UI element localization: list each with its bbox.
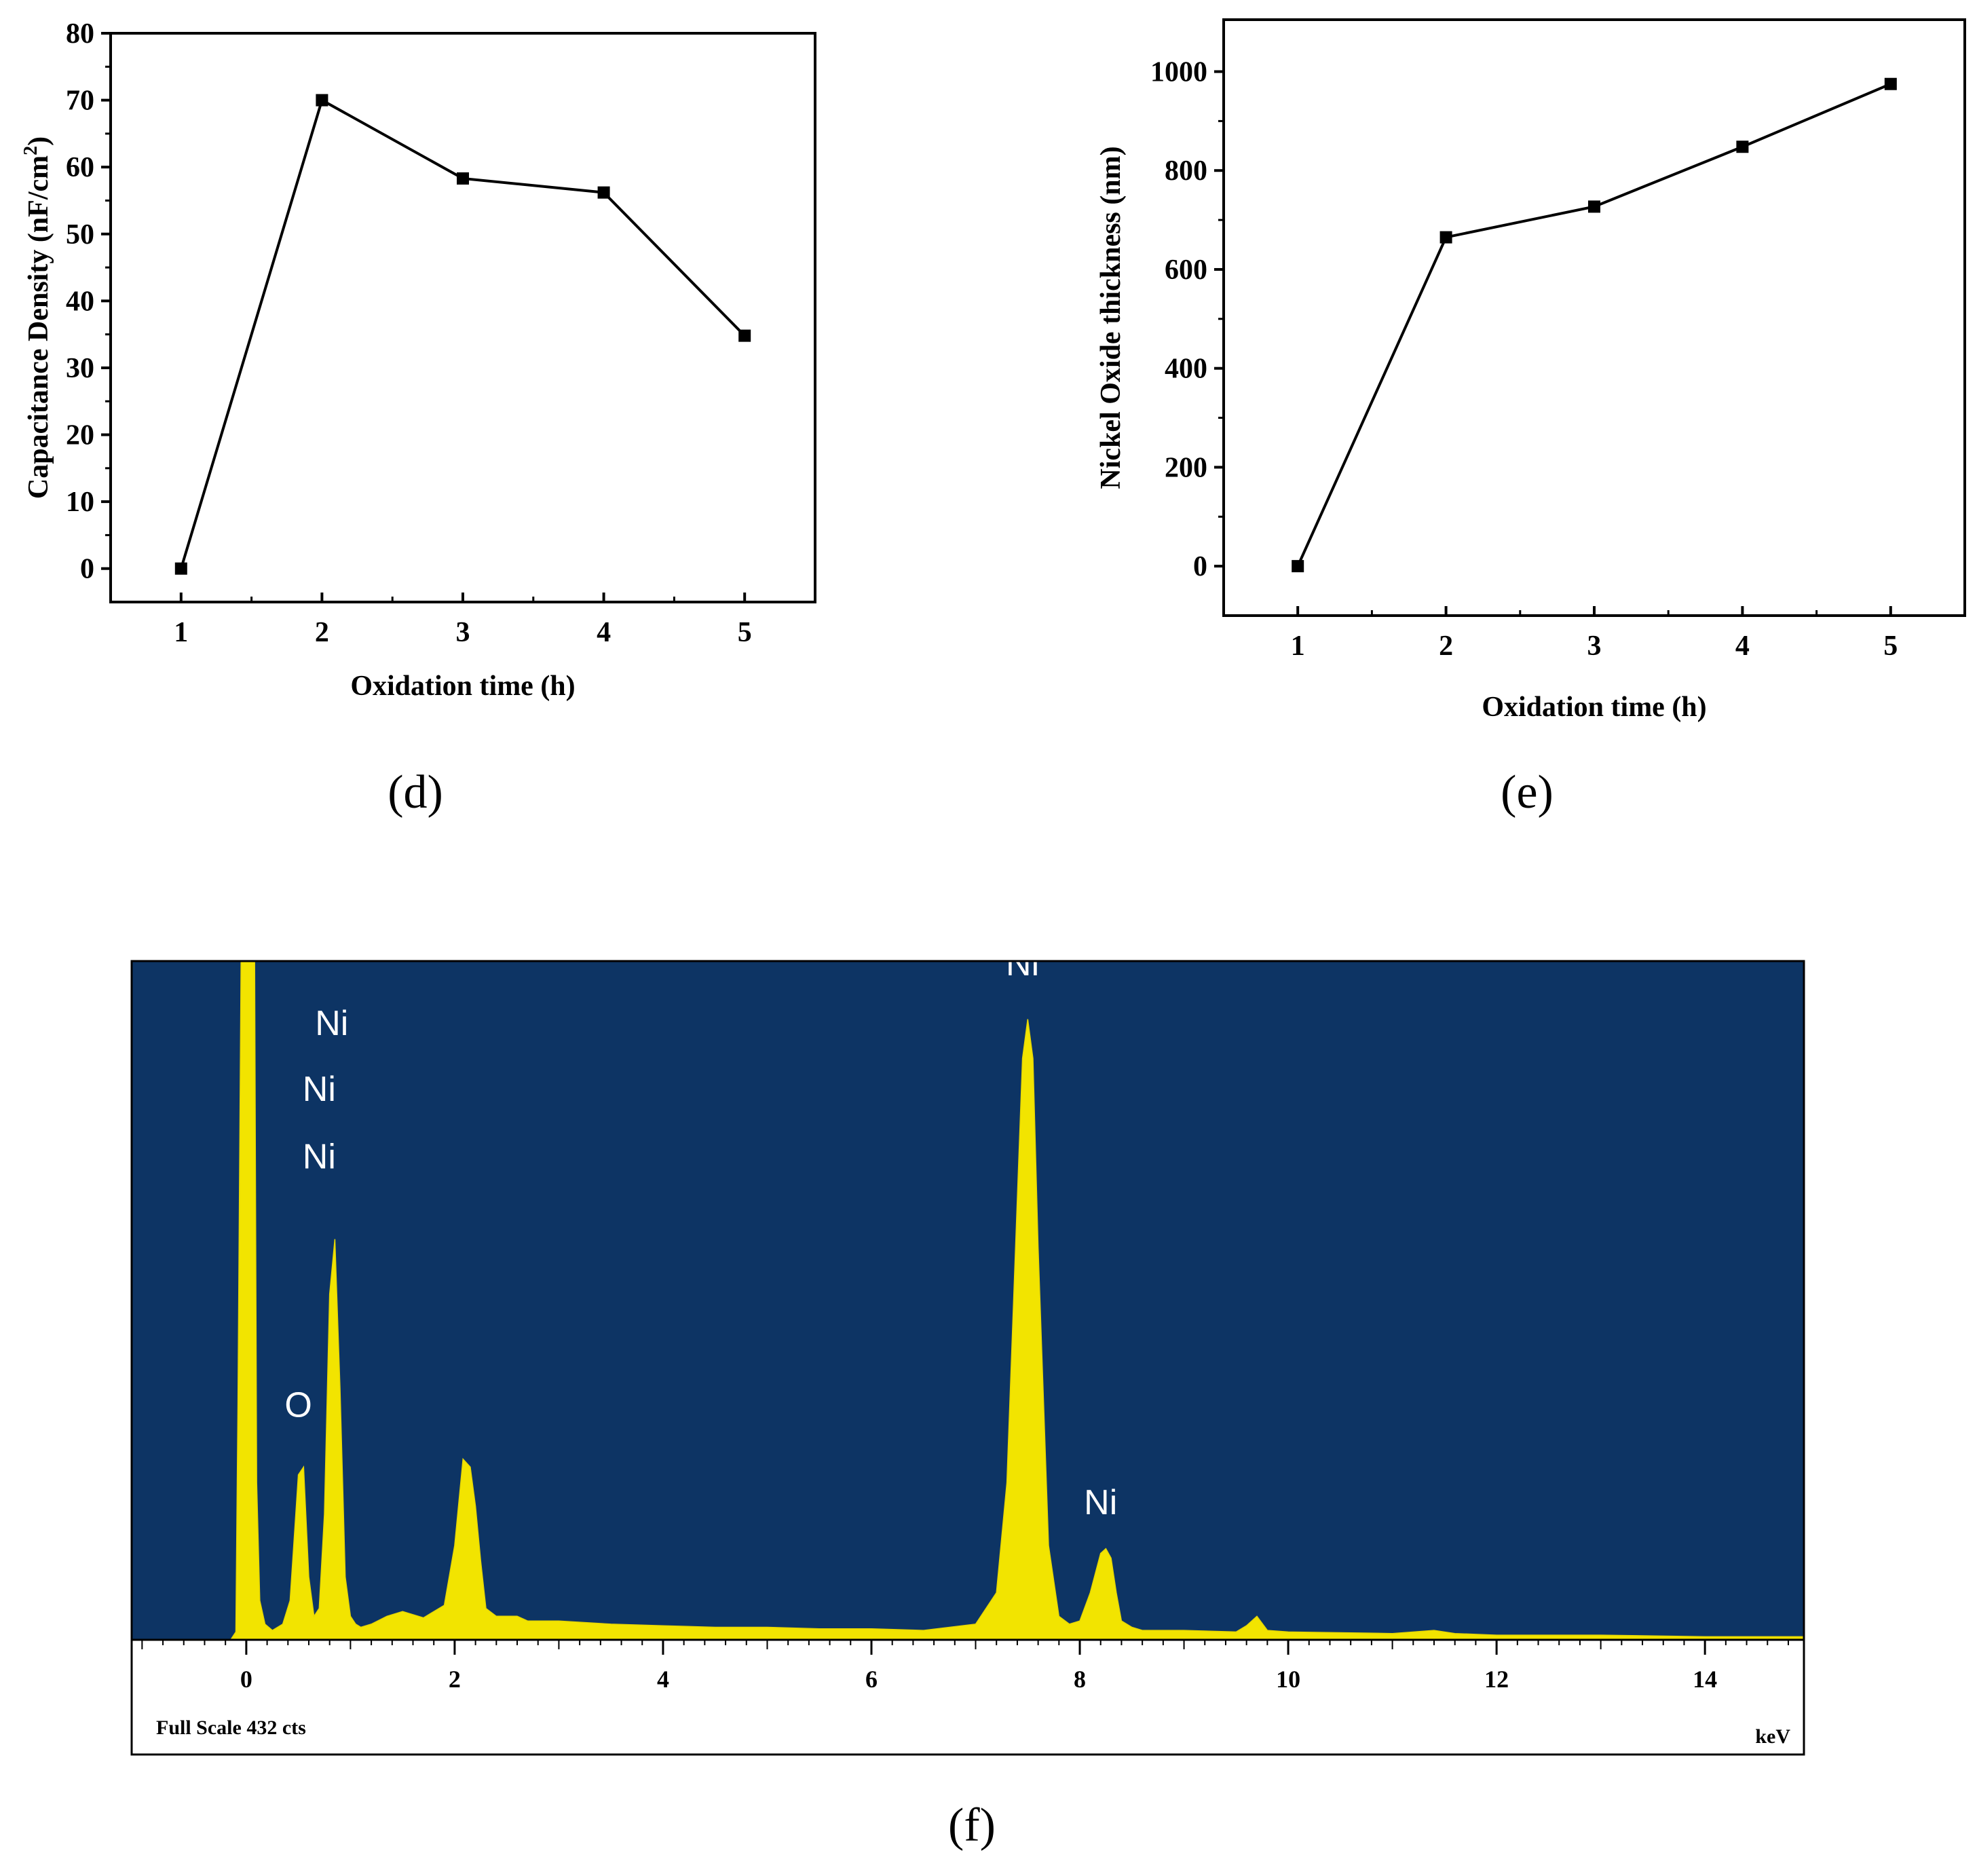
plot-frame-d [109, 32, 816, 603]
peak-label: Ni [1084, 1483, 1117, 1522]
peak-label: Ni [303, 1138, 336, 1177]
peak-label: Ni [303, 1070, 336, 1109]
data-point-d [457, 172, 469, 185]
eds-plot-background [132, 961, 1804, 1640]
x-tick-label-d: 4 [597, 617, 611, 648]
data-point-e [1884, 77, 1897, 90]
data-point-e [1439, 231, 1452, 244]
y-tick-label-d: 40 [66, 286, 94, 317]
y-tick-label-e: 800 [1165, 155, 1207, 187]
x-tick-label-f: 4 [657, 1666, 669, 1693]
x-tick-label-e: 2 [1439, 631, 1453, 662]
y-tick-label-d: 10 [66, 487, 94, 518]
y-tick-label-d: 30 [66, 353, 94, 384]
y-tick-label-d: 50 [66, 219, 94, 250]
x-tick-label-d: 2 [315, 617, 329, 648]
tick-group-f: 0 2 4 6 8 10 12 14 [141, 1640, 1789, 1693]
x-tick-label-f: 8 [1074, 1666, 1086, 1693]
eds-frame [130, 960, 1805, 1756]
x-tick-label-e: 5 [1883, 631, 1898, 662]
y-tick-label-d: 70 [66, 86, 94, 117]
data-point-d [597, 186, 610, 199]
x-axis-label-e: Oxidation time (h) [1482, 692, 1706, 723]
series-e [1292, 77, 1897, 573]
data-point-d [174, 562, 187, 575]
y-tick-label-e: 400 [1165, 354, 1207, 385]
plot-frame-e [1222, 18, 1966, 617]
x-tick-label-d: 3 [456, 617, 470, 648]
data-point-e [1736, 140, 1749, 153]
x-tick-label-f: 12 [1484, 1666, 1509, 1693]
tick-group-e: 1 2 3 4 5 0 200 400 600 800 1000 [1150, 57, 1898, 662]
y-tick-label-e: 1000 [1150, 57, 1207, 88]
data-point-e [1588, 200, 1600, 213]
eds-spectrum-area [214, 960, 1805, 1640]
x-tick-label-f: 2 [449, 1666, 461, 1693]
y-tick-label-e: 0 [1193, 551, 1207, 582]
panel-caption-e: (e) [1501, 766, 1554, 819]
panel-caption-d: (d) [388, 766, 443, 819]
data-point-d [316, 94, 328, 107]
x-axis-label-d: Oxidation time (h) [350, 671, 575, 702]
y-tick-label-d: 60 [66, 152, 94, 183]
series-line-e [1296, 82, 1891, 567]
y-axis-label-e: Nickel Oxide thickness (nm) [1095, 146, 1127, 489]
peak-label: Ni [315, 1004, 348, 1043]
full-scale-label: Full Scale 432 cts [156, 1716, 306, 1739]
y-tick-label-e: 200 [1165, 452, 1207, 483]
peak-annotations: Ni Ni Ni O Ni Ni [284, 944, 1117, 1522]
y-tick-label-d: 80 [66, 18, 94, 50]
x-tick-label-f: 14 [1693, 1666, 1717, 1693]
y-tick-label-e: 600 [1165, 255, 1207, 286]
data-point-d [738, 329, 751, 342]
series-d [174, 94, 751, 575]
eds-axis-panel [132, 1640, 1804, 1755]
x-tick-label-e: 3 [1587, 631, 1602, 662]
chart-eds-spectrum: Ni Ni Ni O Ni Ni 0 2 4 6 8 10 12 14 Full Scale 432 c… [130, 944, 1805, 1852]
series-line-d [179, 98, 746, 569]
y-tick-label-d: 0 [80, 554, 94, 585]
x-tick-label-f: 0 [240, 1666, 252, 1693]
peak-label: Ni [1006, 944, 1039, 983]
data-point-e [1292, 560, 1304, 573]
kev-unit-label: keV [1755, 1725, 1790, 1748]
x-tick-label-e: 1 [1291, 631, 1305, 662]
x-tick-label-d: 1 [174, 617, 188, 648]
y-axis-label-d: Capacitance Density (nF/cm2) [20, 136, 54, 499]
x-tick-label-e: 4 [1735, 631, 1750, 662]
x-tick-label-f: 6 [865, 1666, 878, 1693]
y-tick-label-d: 20 [66, 420, 94, 451]
x-tick-label-d: 5 [738, 617, 752, 648]
peak-label: O [284, 1385, 312, 1425]
panel-caption-f: (f) [948, 1799, 996, 1852]
chart-nickel-oxide-thickness: 1 2 3 4 5 0 200 400 600 800 1000 Oxidation time (h… [1095, 18, 1966, 819]
x-tick-label-f: 10 [1276, 1666, 1300, 1693]
